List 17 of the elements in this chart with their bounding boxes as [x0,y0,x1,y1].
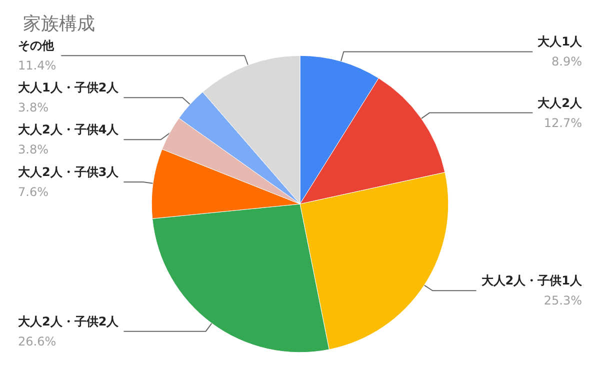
chart-title: 家族構成 [23,14,95,34]
data-label: 8.9% [552,54,582,69]
data-label: 25.3% [544,294,582,308]
data-label: 11.4% [18,58,56,73]
slice-label: その他 [18,38,55,53]
data-label: 3.8% [18,142,48,157]
slice-label: 大人2人 [538,96,583,110]
data-label: 3.8% [18,100,48,115]
slice-label: 大人2人・子供3人 [18,164,120,179]
slice-label: 大人2人・子供4人 [18,122,120,137]
slice-label: 大人2人・子供2人 [18,314,120,328]
slice-label: 大人1人 [538,34,583,49]
data-label: 26.6% [18,334,56,348]
slice-label: 大人1人・子供2人 [18,80,120,95]
data-label: 12.7% [544,116,582,130]
data-label: 7.6% [18,184,48,199]
slice-label: 大人2人・子供1人 [481,274,583,288]
